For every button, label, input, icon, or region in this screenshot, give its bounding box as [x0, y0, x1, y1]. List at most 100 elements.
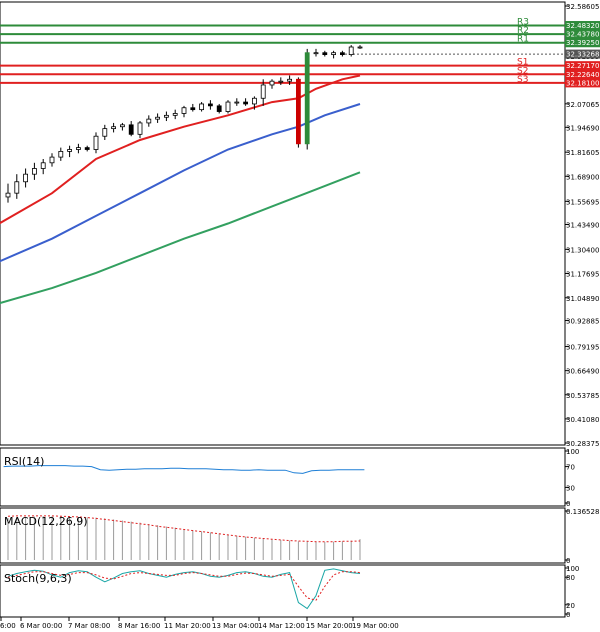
macd-panel: 0.136528 0 MACD(12,26,9) — [0, 507, 599, 565]
candle-body — [251, 97, 257, 105]
candle-body — [269, 80, 275, 86]
indicator-frame — [0, 447, 566, 507]
price-tick-label: 30.92885 — [566, 318, 599, 326]
price-tag-label: 32.22640 — [566, 71, 599, 79]
price-tag-label: 32.27170 — [566, 62, 599, 70]
moving-average-line — [0, 103, 361, 263]
price-tick-label: 30.66490 — [566, 368, 599, 376]
indicator-tick-label: 0 — [566, 557, 570, 565]
time-tick-label: 6:00 — [0, 622, 16, 630]
candle-body — [93, 135, 99, 150]
moving-average-line — [0, 74, 361, 225]
candle-body — [304, 52, 310, 145]
candle-body — [76, 147, 81, 150]
price-tick-label: 31.81605 — [566, 149, 599, 157]
indicator-frame — [0, 507, 566, 564]
candle-body — [5, 192, 11, 198]
candle-body — [295, 78, 301, 145]
macd-signal-line — [7, 515, 361, 543]
price-tag — [565, 61, 600, 71]
rsi-panel: 100 70 30 0 RSI(14) — [0, 447, 579, 508]
indicator-tick-label: 100 — [566, 448, 579, 456]
indicator-tick-label: 0 — [566, 611, 570, 619]
time-tick-label: 19 Mar 00:00 — [352, 622, 399, 630]
price-tag — [565, 29, 600, 39]
candle-body — [14, 181, 20, 194]
candle-body — [225, 101, 231, 112]
candle-body — [278, 80, 284, 83]
price-panel-frame — [0, 1, 566, 446]
candle-body — [23, 173, 29, 183]
price-tick-label: 32.58605 — [566, 3, 599, 11]
indicator-tick-label: 100 — [566, 565, 579, 573]
indicator-tick-label: 30 — [566, 484, 575, 492]
time-tick-label: 14 Mar 12:00 — [258, 622, 305, 630]
price-tick-label: 31.55695 — [566, 198, 599, 206]
price-tag-label: 32.33268 — [566, 51, 599, 59]
candle-body — [322, 52, 328, 56]
candle-body — [172, 113, 178, 116]
stoch-signal-line — [7, 571, 361, 601]
candle-body — [120, 124, 125, 128]
price-panel: 32.5860532.4547032.3233532.2011532.07065… — [0, 1, 600, 448]
indicator-label: MACD(12,26,9) — [4, 515, 88, 528]
candle-body — [243, 101, 249, 105]
indicator-tick-label: 0.136528 — [566, 508, 599, 516]
candle-body — [111, 126, 116, 130]
price-tag — [565, 69, 600, 79]
indicator-tick-label: 0 — [566, 500, 570, 508]
candle-body — [287, 78, 293, 82]
time-tick-label: 6 Mar 00:00 — [20, 622, 62, 630]
price-tick-label: 30.79195 — [566, 344, 599, 352]
price-tick-label: 32.07065 — [566, 101, 599, 109]
time-tick-label: 13 Mar 04:00 — [212, 622, 259, 630]
price-tick-label: 31.94690 — [566, 124, 599, 132]
level-label: S1 — [517, 58, 528, 68]
price-tag — [565, 49, 600, 59]
price-tag — [565, 78, 600, 88]
candle-body — [199, 103, 205, 111]
candle-body — [67, 149, 72, 152]
price-tick-label: 31.43490 — [566, 222, 599, 230]
rsi-line — [3, 465, 365, 474]
candle-body — [260, 84, 266, 99]
level-label: R1 — [517, 35, 529, 45]
time-tick-label: 7 Mar 08:00 — [68, 622, 110, 630]
price-tick-label: 31.68900 — [566, 173, 599, 181]
time-tick-label: 8 Mar 16:00 — [118, 622, 160, 630]
candle-body — [155, 116, 161, 120]
time-tick-label: 15 Mar 20:00 — [306, 622, 353, 630]
candle-body — [58, 151, 64, 158]
indicator-tick-label: 20 — [566, 602, 575, 610]
level-label: S3 — [517, 75, 528, 85]
price-tick-label: 30.28375 — [566, 440, 599, 448]
price-tag-label: 32.43780 — [566, 31, 599, 39]
candle-body — [163, 114, 169, 118]
candle-body — [207, 103, 213, 107]
candle-body — [181, 107, 187, 114]
price-tick-label: 30.41080 — [566, 416, 599, 424]
time-tick-label: 11 Mar 20:00 — [164, 622, 211, 630]
candle-body — [146, 118, 152, 124]
moving-average-line — [0, 171, 361, 305]
price-tag — [565, 38, 600, 48]
price-tick-label: 31.04890 — [566, 295, 599, 303]
candle-body — [339, 52, 345, 56]
indicator-tick-label: 70 — [566, 464, 575, 472]
candle-body — [49, 156, 55, 164]
price-tag-label: 32.18100 — [566, 79, 599, 87]
price-tag-label: 32.39250 — [566, 39, 599, 47]
indicator-label: RSI(14) — [4, 455, 44, 468]
price-tag — [565, 21, 600, 31]
candle-body — [128, 124, 134, 135]
indicator-label: Stoch(9,6,3) — [4, 572, 72, 585]
candle-body — [348, 46, 354, 56]
price-tick-label: 30.53785 — [566, 392, 599, 400]
level-label: R3 — [517, 18, 529, 28]
candle-body — [40, 162, 46, 169]
candle-body — [331, 52, 337, 56]
level-label: R2 — [517, 26, 529, 36]
indicator-tick-label: 80 — [566, 574, 575, 582]
